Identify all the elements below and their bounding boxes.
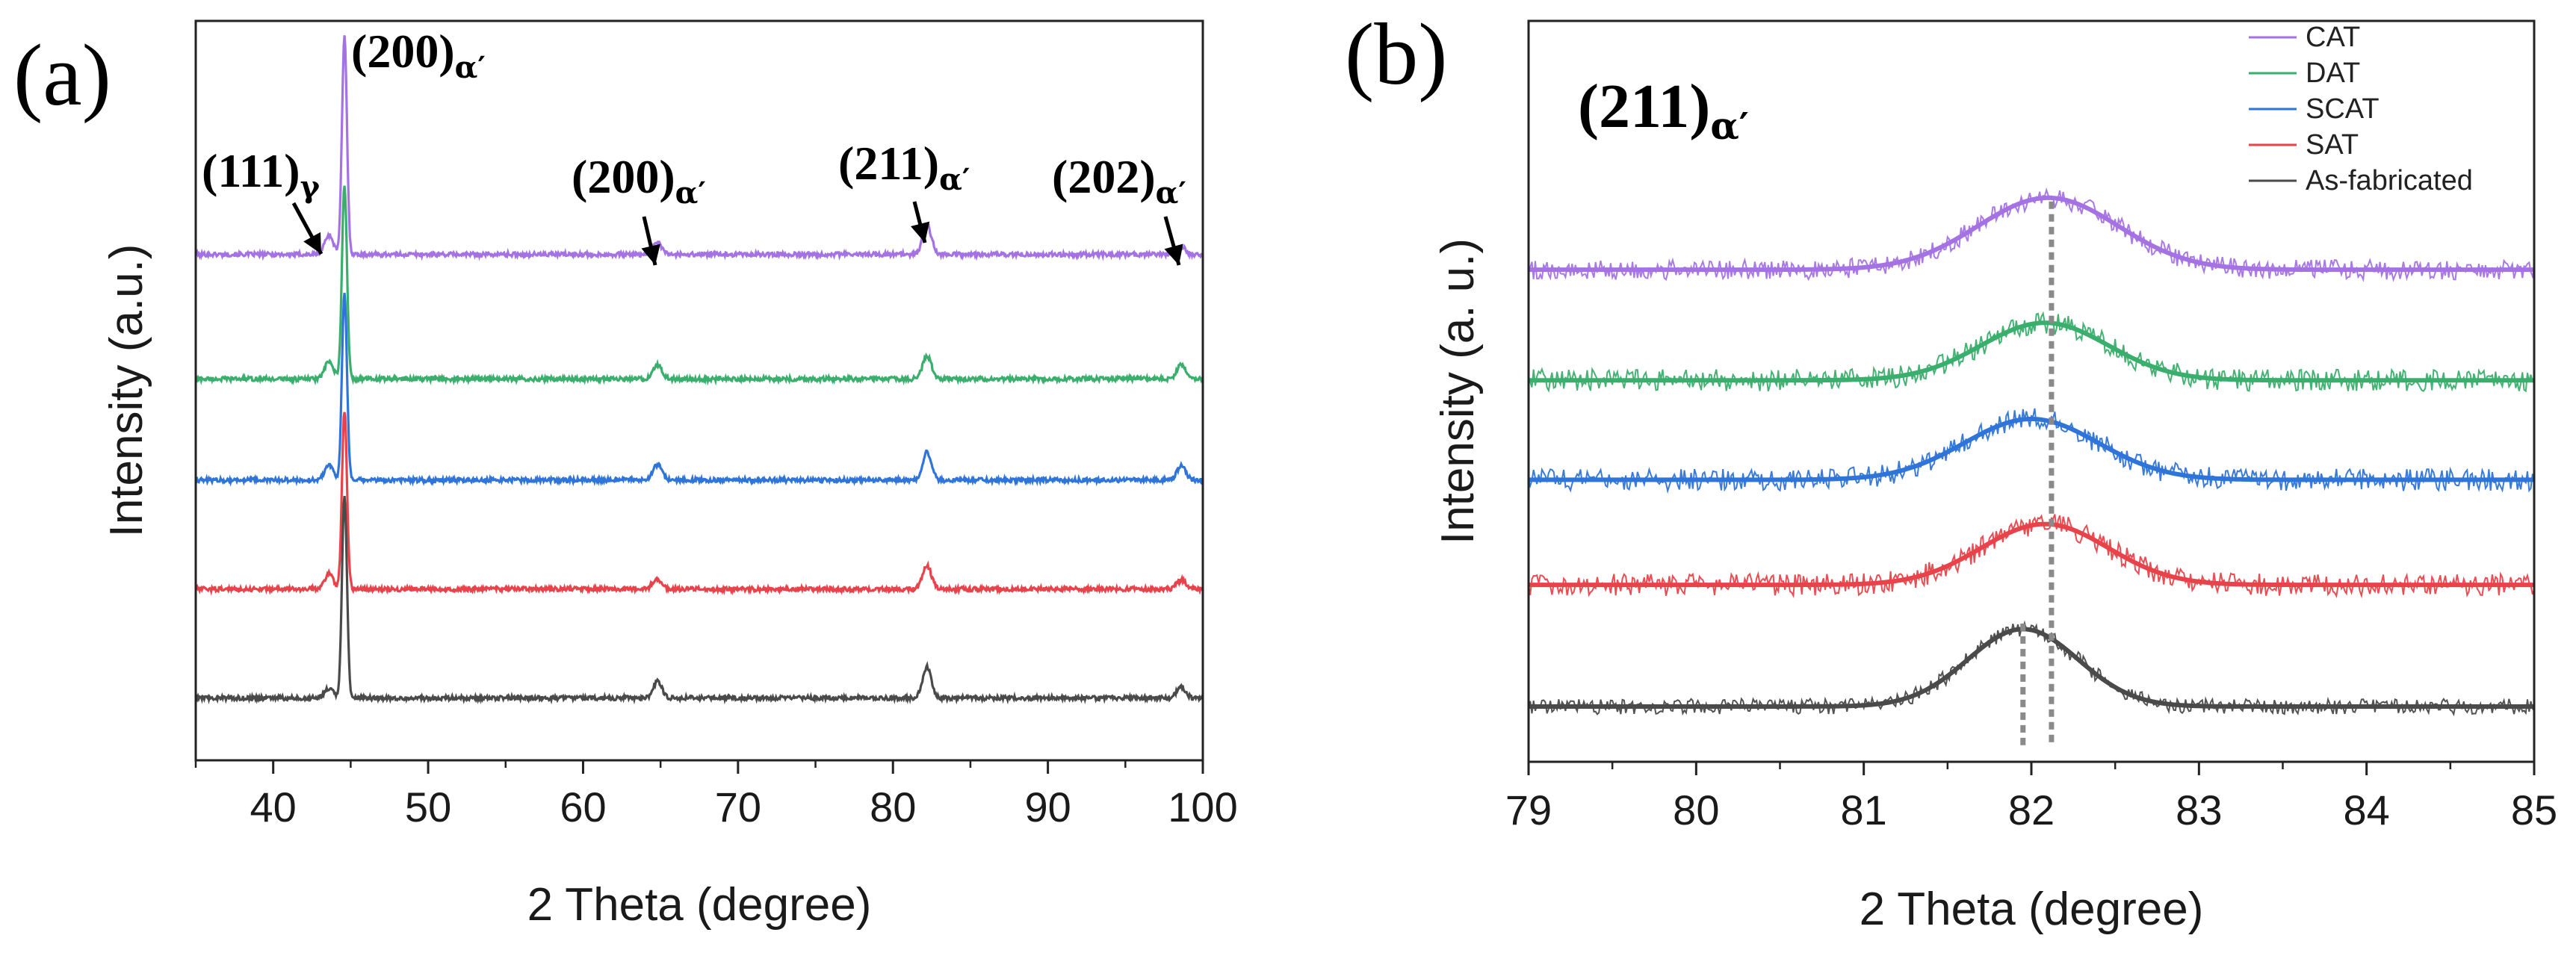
panel-a-series-scat [195,293,1204,487]
panel-a-x-tick-label: 40 [250,783,297,831]
legend-entry-dat: DAT [2306,58,2360,89]
panel-b-x-tick-label: 82 [2008,786,2055,834]
panel-b-series-fit-cat [1529,195,2534,273]
panel-b-series-fit-as-fabricated [1529,627,2534,709]
panel-b-x-tick-label: 80 [1673,786,1719,834]
panel-a-x-ticks: 40 50 60 70 80 90 100 [194,760,1238,831]
panel-b-x-tick-label: 84 [2344,786,2390,834]
panel-a: (a) (111)γ(200)α′(200)α′(211)α′ (202)α′ 4… [13,19,1238,931]
panel-b-series-raw-as-fabricated [1528,620,2535,717]
panel-a-peak-label-main: (200) [572,150,675,203]
panel-a-annotations: (111)γ(200)α′(200)α′(211)α′ (202)α′ [202,25,1186,266]
panel-a-peak-arrow-head [303,232,321,254]
legend: CAT DAT SCAT SAT As-fabricated [2249,22,2473,196]
panel-b-x-tick-label: 83 [2176,786,2222,834]
panel-b-x-tick-label: 85 [2511,786,2557,834]
panel-b-traces [1528,187,2535,717]
panel-b-x-axis-title: 2 Theta (degree) [1860,884,2204,935]
panel-a-x-tick-label: 100 [1168,783,1237,831]
panel-b-x-tick-label: 81 [1841,786,1887,834]
legend-entry-sat: SAT [2306,129,2359,161]
panel-a-peak-label-sub: α′ [675,176,706,211]
panel-b-label: (b) [1345,5,1448,103]
panel-a-x-tick-label: 50 [405,783,451,831]
panel-b-series-raw-cat [1528,187,2535,283]
panel-b-peak-title-sub: α′ [1710,104,1749,148]
panel-a-peak-label: (202)α′ [1052,150,1186,211]
legend-entry-scat: SCAT [2306,93,2380,125]
panel-b-series-raw-scat [1528,408,2535,494]
panel-b-series-raw-dat [1528,311,2535,393]
panel-a-peak-arrow-head [641,243,660,265]
panel-a-frame [194,19,1204,762]
panel-b-x-ticks: 79 80 81 82 83 84 85 [1505,762,2557,834]
panel-b-series-fit-scat [1529,417,2534,482]
panel-a-x-tick-label: 80 [870,783,916,831]
panel-a-peak-label: (211)α′ [838,137,970,197]
panel-a-peak-label-sub: α′ [1156,176,1186,211]
panel-b-peak-title-main: (211) [1578,72,1710,141]
panel-a-peak-label-sub: α′ [939,162,970,197]
legend-entry-as-fabricated: As-fabricated [2306,165,2473,196]
panel-a-peak-label-sub: α′ [455,50,486,85]
panel-a-peak-label-main: (211) [838,137,939,190]
panel-b-series-raw-sat [1528,514,2535,599]
legend-entry-cat: CAT [2306,22,2360,53]
panel-a-peak-arrow-head [1164,243,1183,265]
panel-a-series-dat [194,185,1204,386]
panel-a-peak-label: (200)α′ [572,150,706,211]
panel-a-peak-label-main: (111) [202,144,300,197]
panel-b-y-axis-title: Intensity (a. u.) [1432,238,1484,544]
panel-b-series-fit-sat [1529,521,2534,588]
panel-a-series-sat [194,412,1204,596]
panel-a-x-tick-label: 90 [1024,783,1071,831]
panel-b-series-fit-dat [1529,320,2534,383]
panel-b-x-tick-label: 79 [1505,786,1552,834]
panel-a-x-tick-label: 70 [715,783,761,831]
panel-a-peak-label: (200)α′ [351,25,486,85]
panel-a-peak-label: (111)γ [202,144,321,205]
panel-b-reference-lines [2020,201,2055,745]
panel-b: (b) (211)α′ 79 80 81 82 83 84 85 CAT DAT SCAT SAT… [1345,5,2557,935]
panel-a-peak-arrow-head [911,221,930,243]
panel-a-x-axis-title: 2 Theta (degree) [527,879,872,931]
panel-a-peak-label-sub: γ [300,170,321,205]
panel-a-traces [194,35,1204,705]
panel-a-peak-label-main: (202) [1052,150,1156,203]
panel-a-label: (a) [13,26,111,124]
panel-a-y-axis-title: Intensity (a.u.) [101,244,152,538]
panel-a-peak-label-main: (200) [351,25,455,78]
panel-a-x-tick-label: 60 [560,783,606,831]
panel-b-peak-title: (211)α′ [1578,72,1749,148]
panel-a-series-as-fabricated [194,495,1204,705]
panel-a-series-cat [194,35,1204,261]
